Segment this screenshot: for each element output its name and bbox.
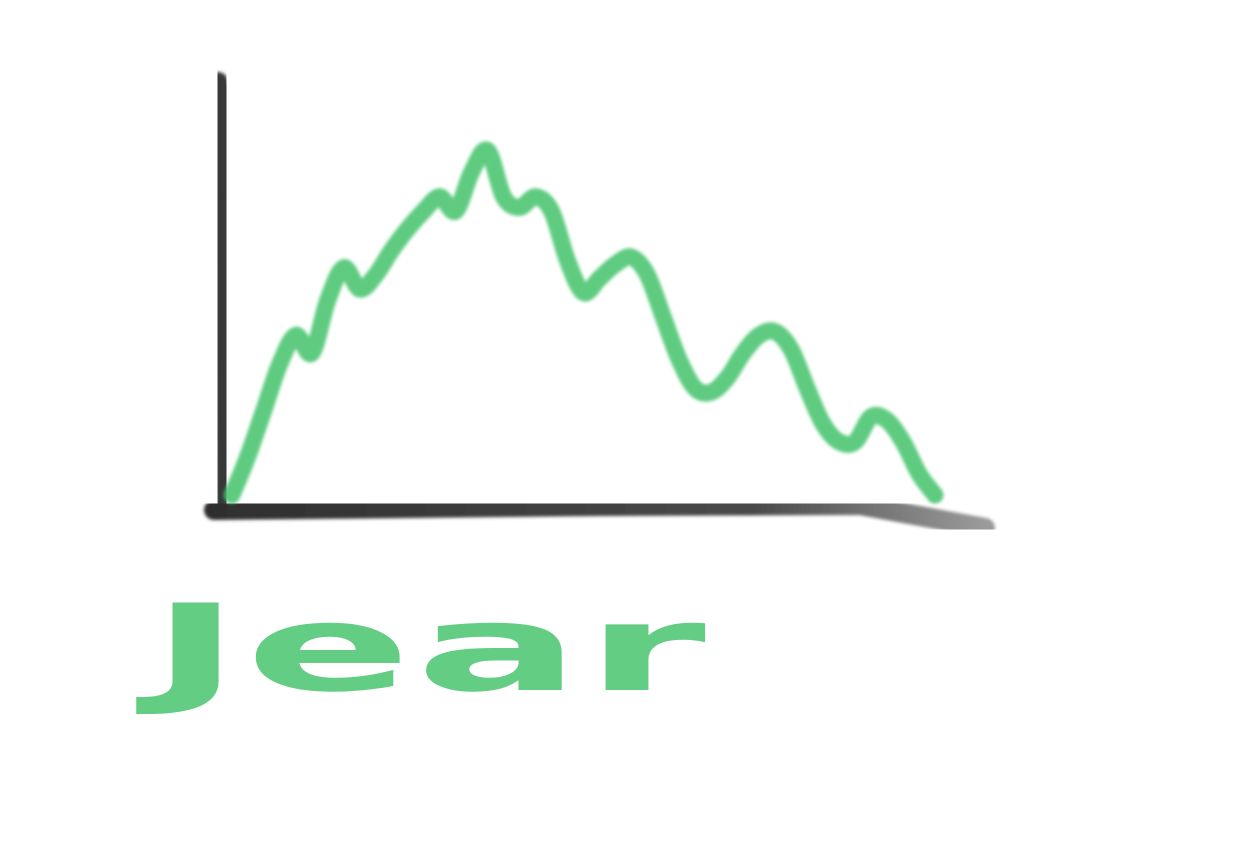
y-axis [208,72,236,515]
axes [204,72,995,538]
series-line-0 [223,141,944,504]
x-axis-label: Jear [136,580,710,719]
series-layer [223,141,944,504]
x-axis [204,494,995,538]
